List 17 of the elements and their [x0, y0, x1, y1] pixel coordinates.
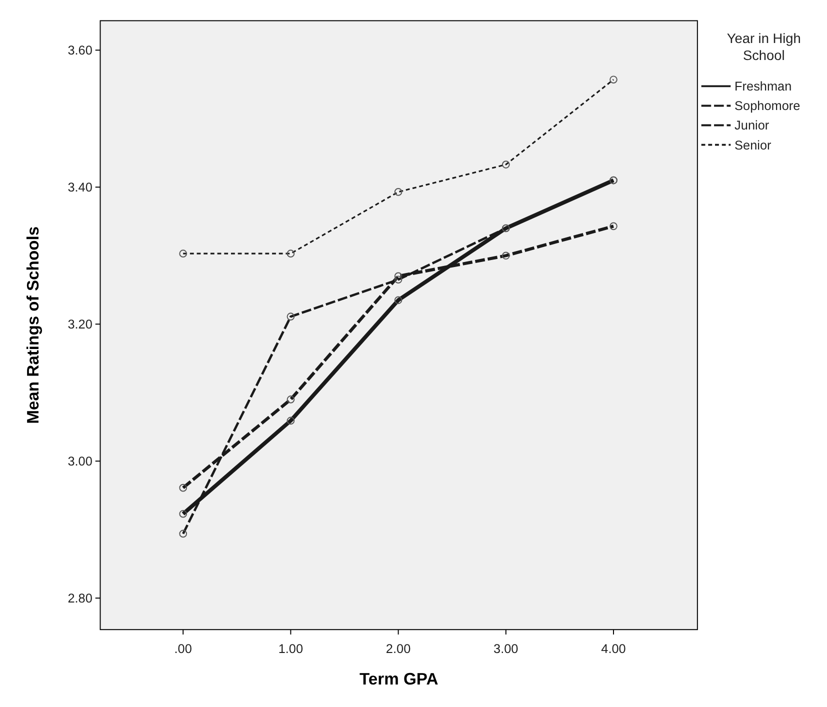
legend-title: Year in High School	[726, 31, 801, 63]
legend-label: Senior	[734, 138, 772, 152]
legend-label: Sophomore	[734, 99, 800, 114]
y-tick-label: 3.20	[68, 318, 92, 332]
x-tick-label: 4.00	[601, 642, 626, 656]
legend-label: Freshman	[734, 80, 792, 94]
y-tick-label: 3.00	[68, 454, 92, 469]
x-tick-label: 1.00	[278, 642, 304, 656]
legend-label: Junior	[734, 118, 770, 133]
y-axis-title: Mean Ratings of Schools	[24, 226, 43, 424]
y-tick-label: 3.60	[68, 44, 92, 58]
y-tick-label: 2.80	[68, 592, 92, 606]
x-tick-label: .00	[174, 642, 192, 656]
x-axis-title: Term GPA	[359, 669, 438, 688]
y-tick-label: 3.40	[68, 180, 92, 195]
x-tick-label: 3.00	[494, 642, 518, 656]
x-tick-label: 2.00	[386, 642, 411, 656]
